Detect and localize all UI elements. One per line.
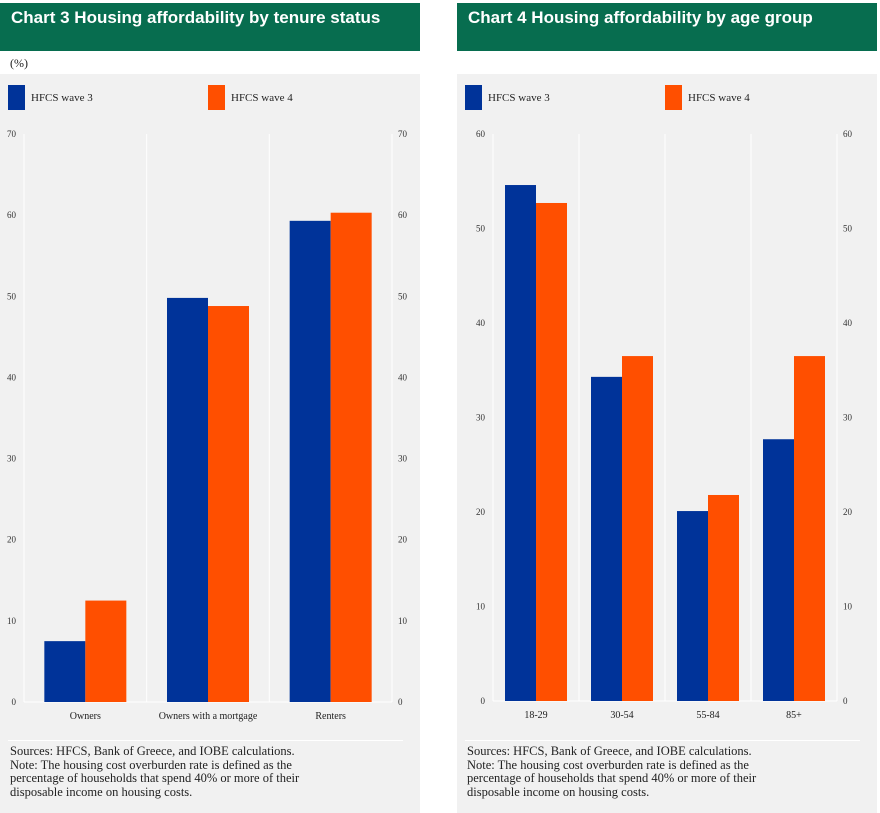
- y-tick-label-right: 20: [843, 507, 853, 517]
- sources-line: Sources: HFCS, Bank of Greece, and IOBE …: [467, 744, 752, 758]
- y-tick-label-right: 0: [843, 696, 848, 706]
- y-tick-label-left: 20: [7, 535, 17, 545]
- y-tick-label-left: 30: [476, 413, 486, 423]
- chart-3-sources: Sources: HFCS, Bank of Greece, and IOBE …: [10, 744, 410, 799]
- chart-3-separator: [8, 740, 403, 741]
- y-tick-label-right: 10: [398, 616, 408, 626]
- x-tick-label: 55-84: [696, 710, 719, 721]
- y-tick-label-left: 40: [476, 318, 486, 328]
- y-tick-label-right: 60: [398, 210, 408, 220]
- y-tick-label-right: 50: [843, 224, 853, 234]
- bar-wave4-owners-with-a-mortgage: [208, 306, 249, 702]
- note-line-1: Note: The housing cost overburden rate i…: [10, 757, 292, 772]
- chart-3-legend-wave4: HFCS wave 4: [208, 85, 293, 110]
- legend-label-wave3: HFCS wave 3: [31, 91, 93, 104]
- y-tick-label-left: 70: [7, 129, 17, 139]
- chart-4-legend-wave3: HFCS wave 3: [465, 85, 550, 110]
- bar-wave4-85-: [794, 356, 825, 701]
- note-line-2: percentage of households that spend 40% …: [10, 771, 300, 785]
- bar-wave3-55-84: [677, 511, 708, 701]
- bar-wave4-30-54: [622, 356, 653, 701]
- y-tick-label-right: 70: [398, 129, 408, 139]
- bar-wave4-owners: [85, 600, 127, 702]
- chart-4-legend-wave4: HFCS wave 4: [665, 85, 750, 110]
- bar-wave3-owners: [44, 641, 86, 702]
- y-tick-label-left: 50: [7, 291, 17, 301]
- legend-label-wave4: HFCS wave 4: [688, 91, 750, 104]
- legend-label-wave3: HFCS wave 3: [488, 91, 550, 104]
- bar-wave3-85-: [763, 439, 794, 701]
- chart-3-unit-label: (%): [10, 56, 28, 70]
- legend-swatch-wave4: [665, 85, 682, 110]
- bar-wave4-18-29: [536, 202, 567, 702]
- chart-4-separator: [465, 740, 860, 741]
- y-tick-label-right: 40: [843, 318, 853, 328]
- chart-3-plot: 0 0 10 10 20 20 30 30 40 40 50 50 60 60 70 70 Owners Owne…: [7, 129, 408, 722]
- x-tick-label: 30-54: [610, 710, 633, 721]
- y-tick-label-left: 60: [476, 129, 486, 139]
- chart-4-plot: 0 0 10 10 20 20 30 30 40 40 50 50 60 60 18-29 30-54 55-8…: [476, 129, 853, 721]
- legend-swatch-wave4: [208, 85, 225, 110]
- note-line-3: disposable income on housing costs.: [467, 784, 650, 799]
- y-tick-label-right: 0: [398, 697, 403, 707]
- y-tick-label-left: 10: [7, 616, 17, 626]
- chart-4-title: Chart 4 Housing affordability by age gro…: [457, 3, 877, 51]
- bar-wave3-30-54: [591, 376, 622, 701]
- y-tick-label-left: 60: [7, 210, 17, 220]
- y-tick-label-right: 20: [398, 535, 408, 545]
- y-tick-label-left: 0: [481, 696, 486, 706]
- bar-wave3-18-29: [505, 185, 536, 701]
- note-line-2: percentage of households that spend 40% …: [467, 771, 757, 785]
- y-tick-label-right: 60: [843, 129, 853, 139]
- x-tick-label: 18-29: [524, 710, 547, 721]
- y-tick-label-left: 50: [476, 224, 486, 234]
- y-tick-label-left: 0: [12, 697, 17, 707]
- x-tick-label: Owners with a mortgage: [159, 711, 258, 722]
- bar-wave4-55-84: [708, 494, 739, 701]
- bar-wave3-renters: [289, 220, 331, 702]
- y-tick-label-right: 50: [398, 291, 408, 301]
- legend-swatch-wave3: [465, 85, 482, 110]
- chart-3-panel: Chart 3 Housing affordability by tenure …: [0, 0, 420, 813]
- sources-line: Sources: HFCS, Bank of Greece, and IOBE …: [10, 744, 295, 758]
- x-tick-label: Renters: [315, 711, 346, 722]
- chart-3-legend-wave3: HFCS wave 3: [8, 85, 93, 110]
- y-tick-label-right: 10: [843, 602, 853, 612]
- y-tick-label-right: 30: [398, 454, 408, 464]
- note-line-1: Note: The housing cost overburden rate i…: [467, 757, 749, 772]
- y-tick-label-right: 40: [398, 372, 408, 382]
- chart-4-panel: Chart 4 Housing affordability by age gro…: [457, 0, 877, 813]
- y-tick-label-left: 30: [7, 454, 17, 464]
- legend-swatch-wave3: [8, 85, 25, 110]
- x-tick-label: Owners: [70, 711, 101, 722]
- y-tick-label-left: 10: [476, 602, 486, 612]
- x-tick-label: 85+: [786, 710, 802, 721]
- chart-4-sources: Sources: HFCS, Bank of Greece, and IOBE …: [467, 744, 867, 799]
- note-line-3: disposable income on housing costs.: [10, 784, 193, 799]
- bar-wave4-renters: [330, 212, 372, 703]
- chart-3-title: Chart 3 Housing affordability by tenure …: [0, 3, 420, 51]
- y-tick-label-right: 30: [843, 413, 853, 423]
- y-tick-label-left: 40: [7, 372, 17, 382]
- y-tick-label-left: 20: [476, 507, 486, 517]
- legend-label-wave4: HFCS wave 4: [231, 91, 293, 104]
- bar-wave3-owners-with-a-mortgage: [167, 297, 208, 702]
